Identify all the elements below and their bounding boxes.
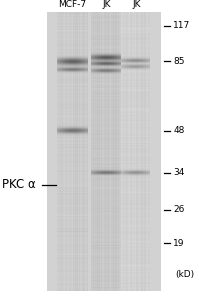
Text: JK: JK xyxy=(102,0,111,9)
Text: MCF-7: MCF-7 xyxy=(59,0,87,9)
Text: PKC α: PKC α xyxy=(2,178,36,191)
Text: 26: 26 xyxy=(173,206,184,214)
Text: 48: 48 xyxy=(173,126,184,135)
Text: JK: JK xyxy=(132,0,140,9)
Text: 34: 34 xyxy=(173,168,184,177)
Text: (kD): (kD) xyxy=(175,270,194,279)
Text: 85: 85 xyxy=(173,57,185,66)
Text: 19: 19 xyxy=(173,238,185,247)
Text: 117: 117 xyxy=(173,21,190,30)
